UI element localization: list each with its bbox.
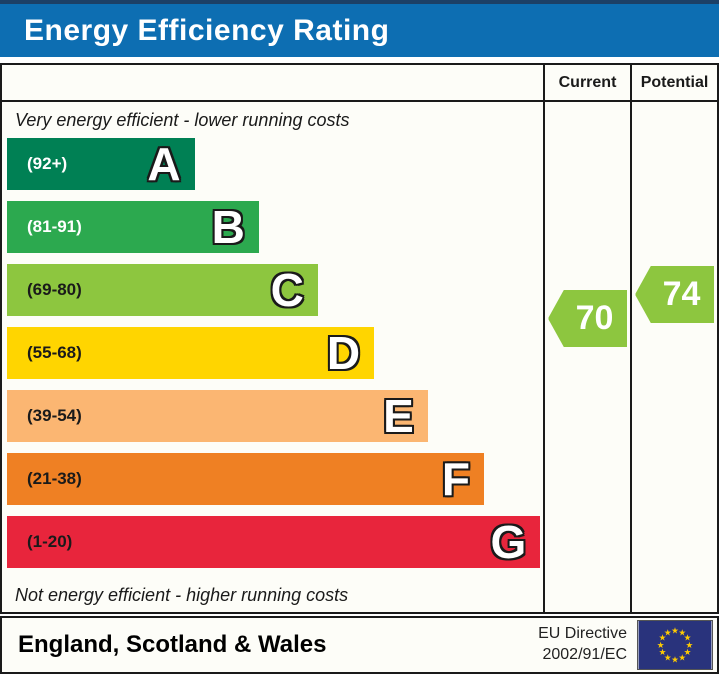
band-row: (1-20) G [7, 516, 543, 579]
band-row: (92+) A [7, 138, 543, 201]
potential-indicator: 74 [635, 266, 714, 323]
current-cell: 70 [543, 102, 630, 612]
bands-chart: Very energy efficient - lower running co… [2, 102, 543, 612]
band-bar: (92+) A [7, 138, 195, 190]
band-letter: C [270, 264, 304, 316]
rating-table: Current Potential Very energy efficient … [0, 63, 719, 614]
top-note: Very energy efficient - lower running co… [15, 109, 350, 130]
svg-text:★: ★ [664, 653, 672, 663]
band-row: (69-80) C [7, 264, 543, 327]
region-label: England, Scotland & Wales [18, 631, 327, 658]
band-bar: (21-38) F [7, 453, 485, 505]
eu-flag-icon: ★ ★ ★ ★ ★ ★ ★ ★ ★ ★ ★ ★ [637, 620, 713, 670]
band-letter: D [326, 327, 361, 379]
band-letter: G [490, 516, 527, 568]
svg-text:★: ★ [678, 628, 686, 638]
band-row: (55-68) D [7, 327, 543, 390]
band-range-label: (39-54) [27, 406, 82, 425]
band-range-label: (69-80) [27, 280, 82, 299]
eu-directive-line2: 2002/91/EC [542, 646, 627, 663]
potential-value: 74 [662, 275, 701, 313]
svg-text:★: ★ [684, 648, 692, 658]
current-value: 70 [575, 299, 614, 337]
svg-text:★: ★ [657, 641, 665, 651]
svg-text:★: ★ [659, 634, 667, 644]
chart-header-cell [2, 65, 543, 102]
svg-text:★: ★ [659, 648, 667, 658]
svg-text:★: ★ [678, 653, 686, 663]
band-bar: (69-80) C [7, 264, 318, 316]
current-indicator: 70 [548, 290, 627, 347]
potential-cell: 74 [630, 102, 717, 612]
svg-text:★: ★ [664, 628, 672, 638]
page-title: Energy Efficiency Rating [24, 13, 390, 47]
band-bar: (39-54) E [7, 390, 428, 442]
svg-text:★: ★ [686, 641, 694, 651]
band-letter: E [383, 390, 414, 442]
bottom-note: Not energy efficient - higher running co… [15, 585, 349, 605]
band-letter: B [211, 201, 245, 253]
band-range-label: (1-20) [27, 532, 73, 551]
potential-column-header: Potential [630, 65, 717, 102]
svg-text:★: ★ [684, 634, 692, 644]
current-column-header: Current [543, 65, 630, 102]
band-letter: A [147, 138, 181, 190]
title-banner: Energy Efficiency Rating [0, 0, 719, 57]
band-letter: F [441, 453, 471, 505]
spacer [0, 57, 719, 63]
band-bar: (81-91) B [7, 201, 259, 253]
band-bar: (1-20) G [7, 516, 541, 568]
band-range-label: (81-91) [27, 217, 82, 236]
eu-directive-line1: EU Directive [538, 625, 627, 643]
band-range-label: (21-38) [27, 469, 82, 488]
bands: (92+) A (81-91) B (69-80) C (55-68) D (3… [7, 138, 543, 579]
band-bar: (55-68) D [7, 327, 375, 379]
svg-text:★: ★ [671, 626, 679, 636]
band-row: (81-91) B [7, 201, 543, 264]
eu-directive-label: EU Directive 2002/91/EC [538, 624, 627, 666]
band-range-label: (55-68) [27, 343, 82, 362]
band-range-label: (92+) [27, 154, 68, 173]
svg-text:★: ★ [671, 655, 679, 665]
footer: England, Scotland & Wales EU Directive 2… [0, 616, 719, 674]
band-row: (21-38) F [7, 453, 543, 516]
band-row: (39-54) E [7, 390, 543, 453]
